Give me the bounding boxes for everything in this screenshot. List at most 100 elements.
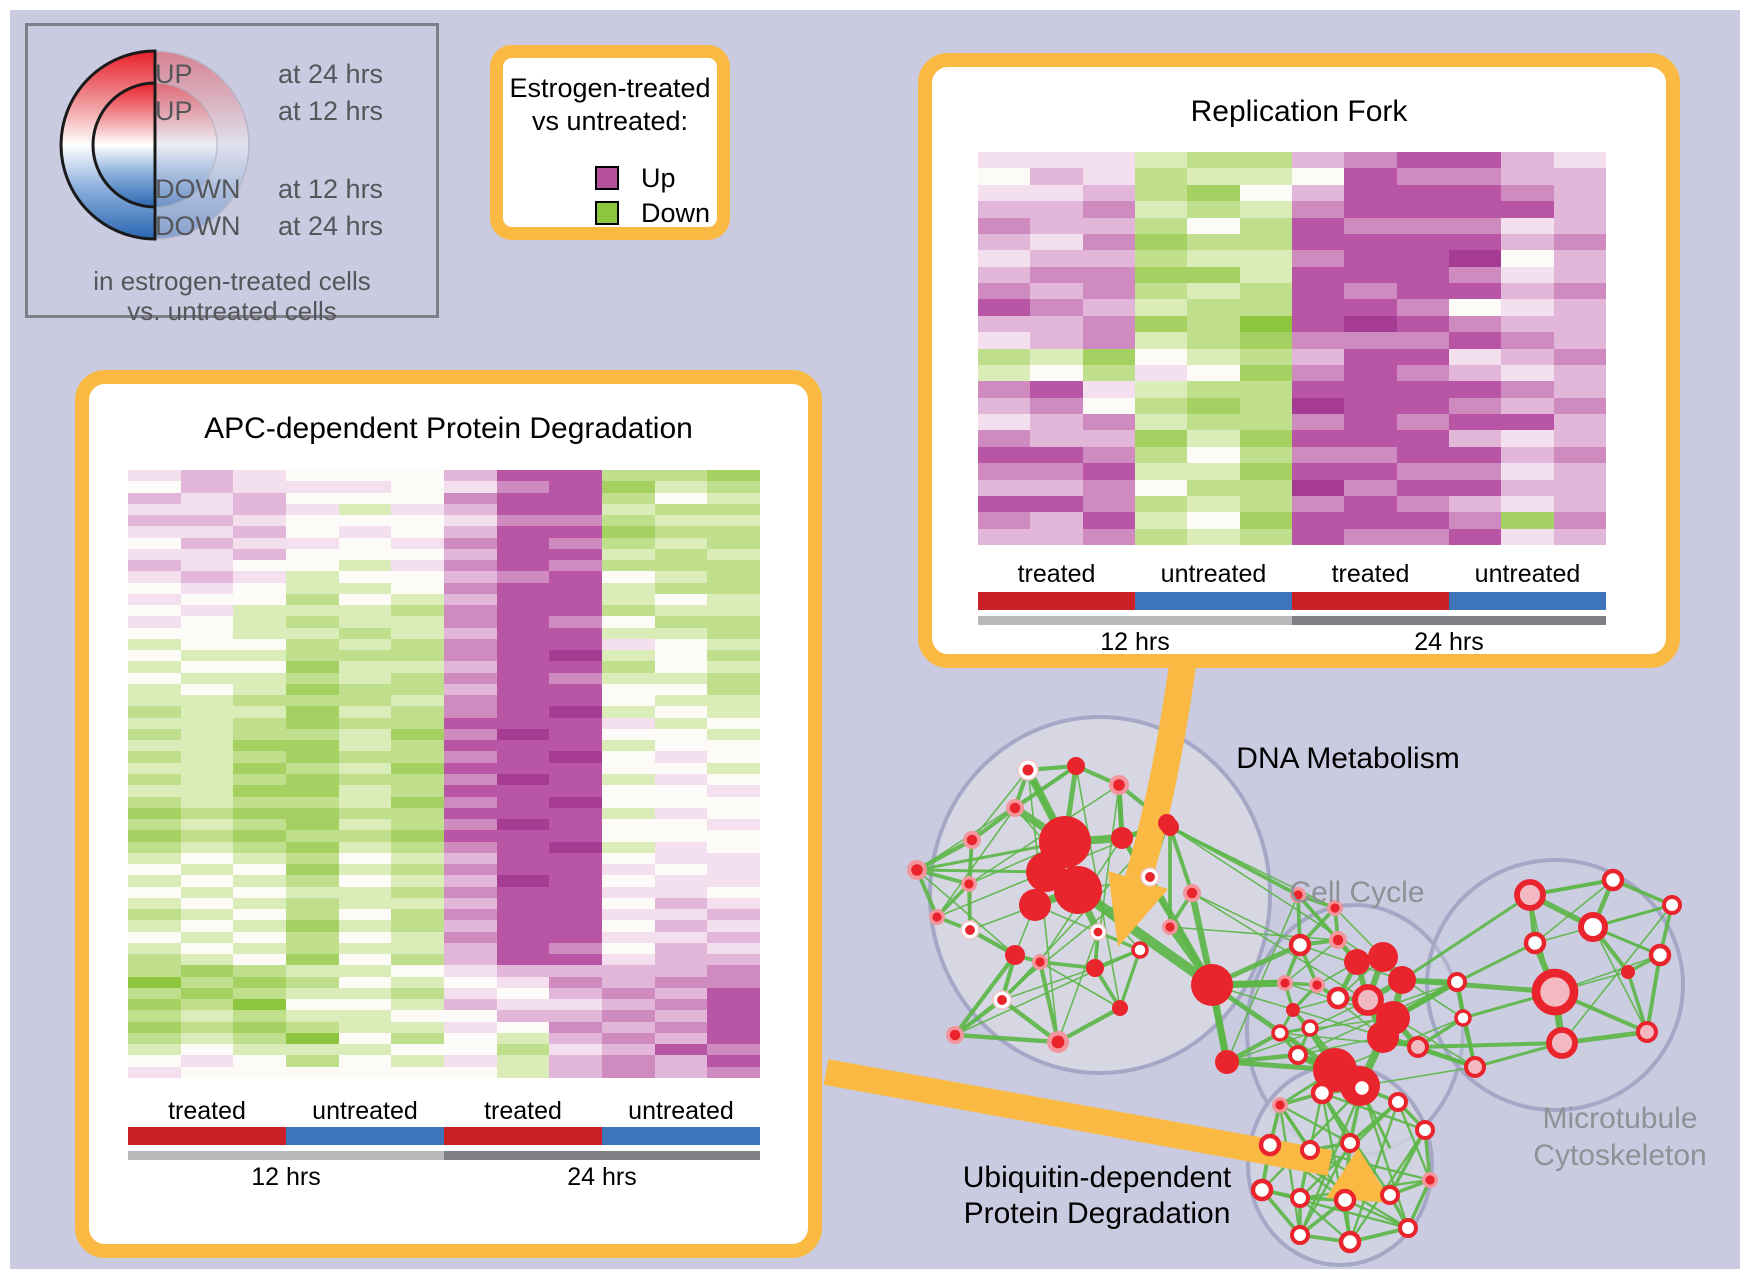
heatmap-cell bbox=[602, 503, 655, 516]
heatmap-cell bbox=[180, 830, 234, 842]
heatmap-cell bbox=[1501, 283, 1554, 300]
heatmap-cell bbox=[128, 548, 181, 561]
gene-node bbox=[1447, 972, 1467, 992]
network-edge bbox=[954, 1032, 1059, 1045]
heatmap-cell bbox=[1030, 528, 1083, 545]
heatmap-cell bbox=[1553, 463, 1606, 480]
heatmap-cell bbox=[602, 1032, 655, 1045]
heatmap-cell bbox=[180, 526, 234, 538]
heatmap-cell bbox=[391, 762, 444, 774]
heatmap-cell bbox=[496, 920, 550, 932]
heatmap-cell bbox=[707, 841, 760, 853]
heatmap-cell bbox=[1134, 446, 1188, 464]
gene-node bbox=[1290, 1225, 1310, 1245]
heatmap-cell bbox=[1187, 364, 1240, 382]
heatmap-cell bbox=[549, 526, 602, 538]
heatmap-cell bbox=[1553, 299, 1606, 316]
heatmap-cell bbox=[128, 1044, 181, 1056]
heatmap-cell bbox=[338, 571, 392, 583]
time-label: 24 hrs bbox=[567, 1163, 637, 1191]
heatmap-cell bbox=[128, 852, 181, 865]
heatmap-cell bbox=[496, 875, 550, 887]
up-label: Up bbox=[641, 163, 676, 193]
updown-circle-glyph bbox=[59, 49, 250, 241]
heatmap-cell bbox=[654, 931, 708, 943]
heatmap-cell bbox=[654, 965, 708, 977]
heatmap-cell bbox=[549, 751, 602, 763]
heatmap-cell bbox=[391, 1032, 444, 1045]
heatmap-cell bbox=[602, 954, 655, 966]
heatmap-cell bbox=[1239, 201, 1292, 218]
heatmap-cell bbox=[444, 560, 497, 572]
heatmap-cell bbox=[233, 931, 286, 943]
heatmap-cell bbox=[1553, 217, 1606, 234]
network-edge bbox=[1534, 879, 1614, 944]
heatmap-cell bbox=[549, 537, 602, 549]
network-edge bbox=[916, 765, 1077, 871]
heatmap-cell bbox=[1082, 315, 1135, 333]
heatmap-cell bbox=[286, 503, 339, 516]
gene-node bbox=[1398, 1218, 1418, 1238]
heatmap-cell bbox=[707, 909, 760, 921]
heatmap-cell bbox=[233, 886, 286, 898]
heatmap-cell bbox=[1396, 512, 1449, 529]
heatmap-cell bbox=[1501, 250, 1554, 267]
gene-node-core bbox=[966, 834, 978, 846]
heatmap-cell bbox=[1396, 446, 1449, 464]
heatmap-cell bbox=[180, 627, 234, 639]
heatmap-cell bbox=[496, 942, 550, 955]
gene-node-core bbox=[1165, 922, 1175, 932]
heatmap-cell bbox=[654, 751, 708, 763]
heatmap-cell bbox=[391, 886, 444, 898]
heatmap-cell bbox=[391, 706, 444, 718]
heatmap-cell bbox=[707, 1055, 760, 1067]
heatmap-cell bbox=[549, 638, 602, 651]
legend-footer-line2: vs. untreated cells bbox=[127, 296, 337, 326]
heatmap-cell bbox=[707, 931, 760, 943]
heatmap-cell bbox=[128, 875, 181, 887]
heatmap-cell bbox=[286, 762, 339, 774]
gene-node bbox=[1340, 1133, 1360, 1153]
heatmap-cell bbox=[180, 695, 234, 707]
heatmap-cell bbox=[1396, 414, 1449, 431]
heatmap-cell bbox=[338, 965, 392, 977]
heatmap-cell bbox=[1501, 495, 1554, 513]
heatmap-cell bbox=[1396, 528, 1449, 545]
heatmap-cell bbox=[233, 470, 286, 482]
legend-down-outer: DOWN bbox=[155, 211, 241, 241]
heatmap-cell bbox=[549, 999, 602, 1011]
heatmap-cell bbox=[233, 638, 286, 651]
heatmap-cell bbox=[1291, 381, 1345, 398]
heatmap-cell bbox=[180, 571, 234, 583]
heatmap-cell bbox=[549, 492, 602, 504]
heatmap-cell bbox=[549, 672, 602, 684]
heatmap-cell bbox=[286, 537, 339, 549]
heatmap-cell bbox=[286, 728, 339, 741]
heatmap-cell bbox=[1344, 479, 1397, 496]
heatmap-cell bbox=[707, 954, 760, 966]
heatmap-cell bbox=[128, 582, 181, 594]
heatmap-cell bbox=[707, 987, 760, 1000]
heatmap-cell bbox=[286, 852, 339, 865]
heatmap-cell bbox=[180, 954, 234, 966]
heatmap-cell bbox=[1291, 233, 1345, 251]
heatmap-cell bbox=[496, 751, 550, 763]
heatmap-cell bbox=[1501, 528, 1554, 545]
heatmap-cell bbox=[180, 650, 234, 662]
heatmap-cell bbox=[444, 807, 497, 820]
heatmap-cell bbox=[549, 650, 602, 662]
heatmap-cell bbox=[654, 875, 708, 887]
heatmap-cell bbox=[444, 1021, 497, 1033]
network-edge bbox=[1169, 926, 1339, 941]
heatmap-cell bbox=[654, 717, 708, 729]
heatmap-cell bbox=[338, 593, 392, 606]
heatmap-cell bbox=[496, 728, 550, 741]
heatmap-cell bbox=[391, 954, 444, 966]
heatmap-cell bbox=[180, 1032, 234, 1045]
gene-node bbox=[1514, 879, 1546, 911]
heatmap-cell bbox=[444, 773, 497, 786]
heatmap-cell bbox=[1134, 348, 1188, 365]
heatmap-cell bbox=[128, 1010, 181, 1022]
cluster-label-microtubule-cytoskeleton: Microtubule Cytoskeleton bbox=[1533, 1102, 1707, 1172]
heatmap-cell bbox=[286, 582, 339, 594]
